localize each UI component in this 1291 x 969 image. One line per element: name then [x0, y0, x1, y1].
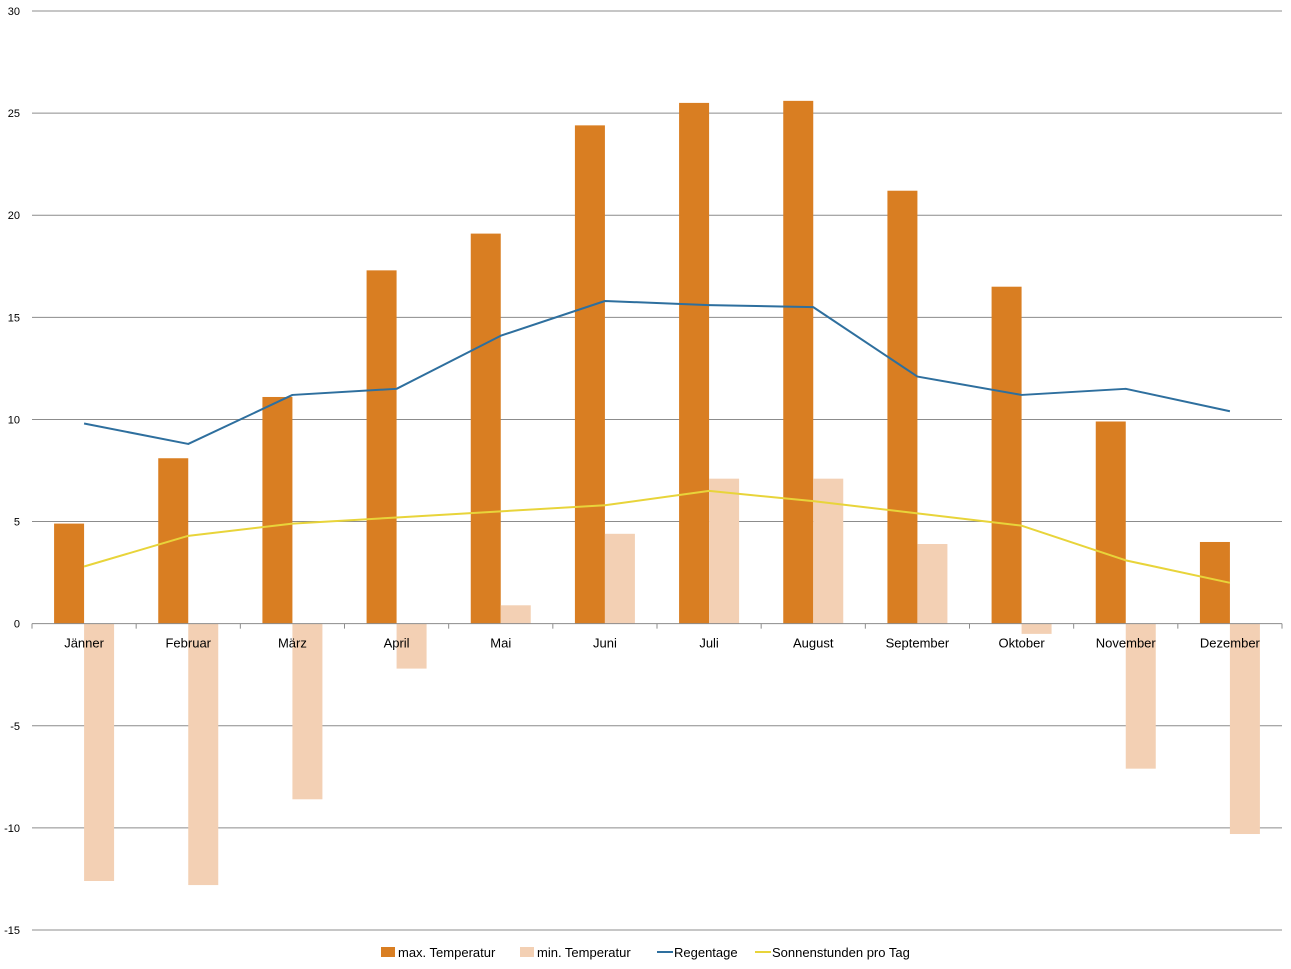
x-tick-label: August	[793, 636, 834, 651]
bar-max-temperatur	[887, 190, 918, 624]
bar-min-temperatur	[1021, 623, 1052, 634]
legend-item: min. Temperatur	[520, 945, 631, 960]
x-tick-label: Mai	[490, 636, 511, 651]
legend-label: Regentage	[674, 945, 738, 960]
bar-min-temperatur	[917, 544, 948, 624]
x-tick-label: Juli	[699, 636, 719, 651]
bar-min-temperatur	[1229, 623, 1260, 835]
bar-min-temperatur	[604, 533, 635, 624]
bar-max-temperatur	[262, 396, 293, 624]
legend-item: Regentage	[657, 945, 738, 960]
y-tick-label: -10	[4, 823, 20, 835]
y-tick-label: -5	[10, 721, 20, 733]
line-series	[83, 299, 1231, 584]
legend-item: Sonnenstunden pro Tag	[755, 945, 910, 960]
x-tick-label: Februar	[165, 636, 211, 651]
legend-swatch	[381, 947, 395, 957]
bar-max-temperatur	[366, 270, 397, 624]
bar-max-temperatur	[783, 100, 814, 624]
y-tick-label: 20	[8, 210, 20, 222]
y-tick-label: 5	[14, 517, 20, 529]
x-axis-tick-labels: Jänner Februar März April Mai Juni Juli August S…	[64, 636, 1260, 651]
bar-max-temperatur	[54, 523, 85, 624]
x-tick-label: Juni	[593, 636, 617, 651]
legend-swatch	[520, 947, 534, 957]
line-regentage	[83, 299, 1231, 445]
legend-item: max. Temperatur	[381, 945, 496, 960]
x-tick-label: Jänner	[64, 636, 104, 651]
legend-label: Sonnenstunden pro Tag	[772, 945, 910, 960]
legend-label: max. Temperatur	[398, 945, 496, 960]
bar-min-temperatur	[1125, 623, 1156, 769]
x-tick-label: Oktober	[998, 636, 1045, 651]
bar-max-temperatur	[679, 102, 710, 624]
bar-min-temperatur	[188, 623, 219, 886]
y-axis-tick-labels: 30 25 20 15 10 5 0 -5 -10 -15	[4, 6, 20, 937]
bar-min-temperatur	[709, 478, 740, 624]
y-tick-label: 10	[8, 414, 20, 426]
bar-min-temperatur	[813, 478, 844, 624]
bar-max-temperatur	[991, 286, 1022, 624]
x-tick-label: Dezember	[1200, 636, 1261, 651]
x-tick-label: April	[384, 636, 410, 651]
line-sonnenstunden	[83, 489, 1231, 584]
y-tick-label: -15	[4, 925, 20, 937]
y-tick-label: 25	[8, 108, 20, 120]
bar-max-temperatur	[470, 233, 501, 624]
legend-label: min. Temperatur	[537, 945, 631, 960]
bar-min-temperatur	[500, 605, 531, 624]
y-tick-label: 15	[8, 312, 20, 324]
bar-series	[54, 100, 1260, 886]
y-tick-label: 30	[8, 6, 20, 18]
bar-min-temperatur	[396, 623, 427, 669]
legend: max. Temperatur min. Temperatur Regentage S…	[381, 945, 910, 960]
x-tick-label: November	[1096, 636, 1157, 651]
y-tick-label: 0	[14, 619, 20, 631]
bar-max-temperatur	[1095, 421, 1126, 624]
bar-min-temperatur	[84, 623, 115, 881]
gridlines	[31, 10, 1283, 931]
bar-max-temperatur	[574, 125, 605, 624]
bar-max-temperatur	[1199, 541, 1230, 624]
x-tick-label: März	[278, 636, 307, 651]
bar-min-temperatur	[292, 623, 323, 800]
x-tick-label: September	[886, 636, 950, 651]
